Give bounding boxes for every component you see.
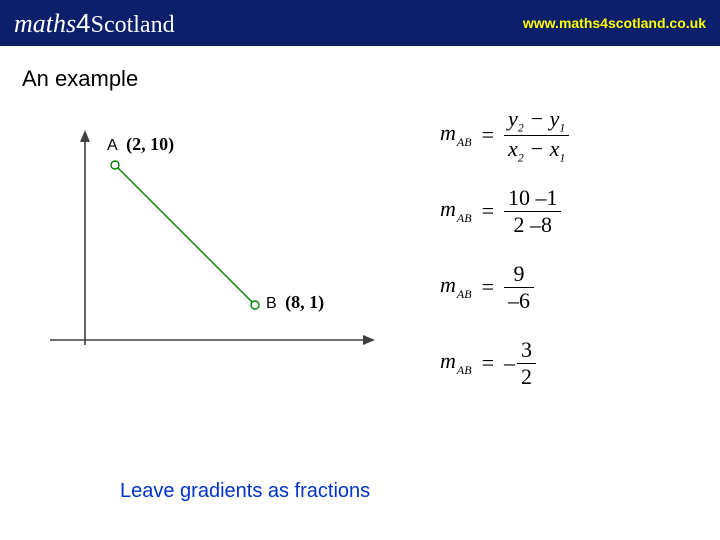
eq1-frac: y2 − y1 x2 − x1 [504,107,569,164]
slide-title: An example [22,66,138,92]
equation-1: mAB = y2 − y1 x2 − x1 [440,100,700,170]
eq3-equals: = [482,274,494,300]
eq2-lhs: mAB [440,196,472,225]
label-b: B (8, 1) [266,292,324,313]
eq4-neg: – [504,350,515,376]
eq4-equals: = [482,350,494,376]
equation-4: mAB = – 3 2 [440,328,700,398]
eq3-den: –6 [504,289,534,312]
label-a: A (2, 10) [107,134,174,155]
eq3-lhs: mAB [440,272,472,301]
eq3-frac: 9 –6 [504,262,534,311]
point-b-coords: (8, 1) [285,292,324,312]
eq2-den: 2 –8 [509,213,556,236]
site-url: www.maths4scotland.co.uk [523,15,706,31]
equation-3: mAB = 9 –6 [440,252,700,322]
eq2-frac: 10 –1 2 –8 [504,186,562,235]
graph-area: A (2, 10) B (8, 1) [40,130,400,380]
eq4-lhs: mAB [440,348,472,377]
point-b-label: B [266,295,277,312]
eq1-den: x2 − x1 [504,137,569,164]
segment-ab [115,165,255,305]
brand-suffix: Scotland [91,12,175,38]
footer-note: Leave gradients as fractions [120,480,370,503]
brand-four: 4 [76,8,90,38]
eq4-num: 3 [517,338,536,361]
eq1-lhs: mAB [440,120,472,149]
brand-logo: maths4Scotland [14,8,175,39]
equation-2: mAB = 10 –1 2 –8 [440,176,700,246]
point-a-coords: (2, 10) [126,134,174,154]
graph-svg [40,130,400,380]
eq4-den: 2 [517,365,536,388]
eq3-num: 9 [509,262,528,285]
eq1-equals: = [482,122,494,148]
eq4-frac: 3 2 [517,338,536,387]
equations-block: mAB = y2 − y1 x2 − x1 mAB = 10 –1 2 –8 m… [440,100,700,404]
brand-prefix: maths [14,9,76,38]
point-a-label: A [107,137,118,154]
y-axis-arrow [80,130,90,142]
point-b [251,301,259,309]
eq2-equals: = [482,198,494,224]
point-a [111,161,119,169]
eq2-num: 10 –1 [504,186,562,209]
header-bar: maths4Scotland www.maths4scotland.co.uk [0,0,720,46]
x-axis-arrow [363,335,375,345]
eq1-num: y2 − y1 [504,107,569,134]
